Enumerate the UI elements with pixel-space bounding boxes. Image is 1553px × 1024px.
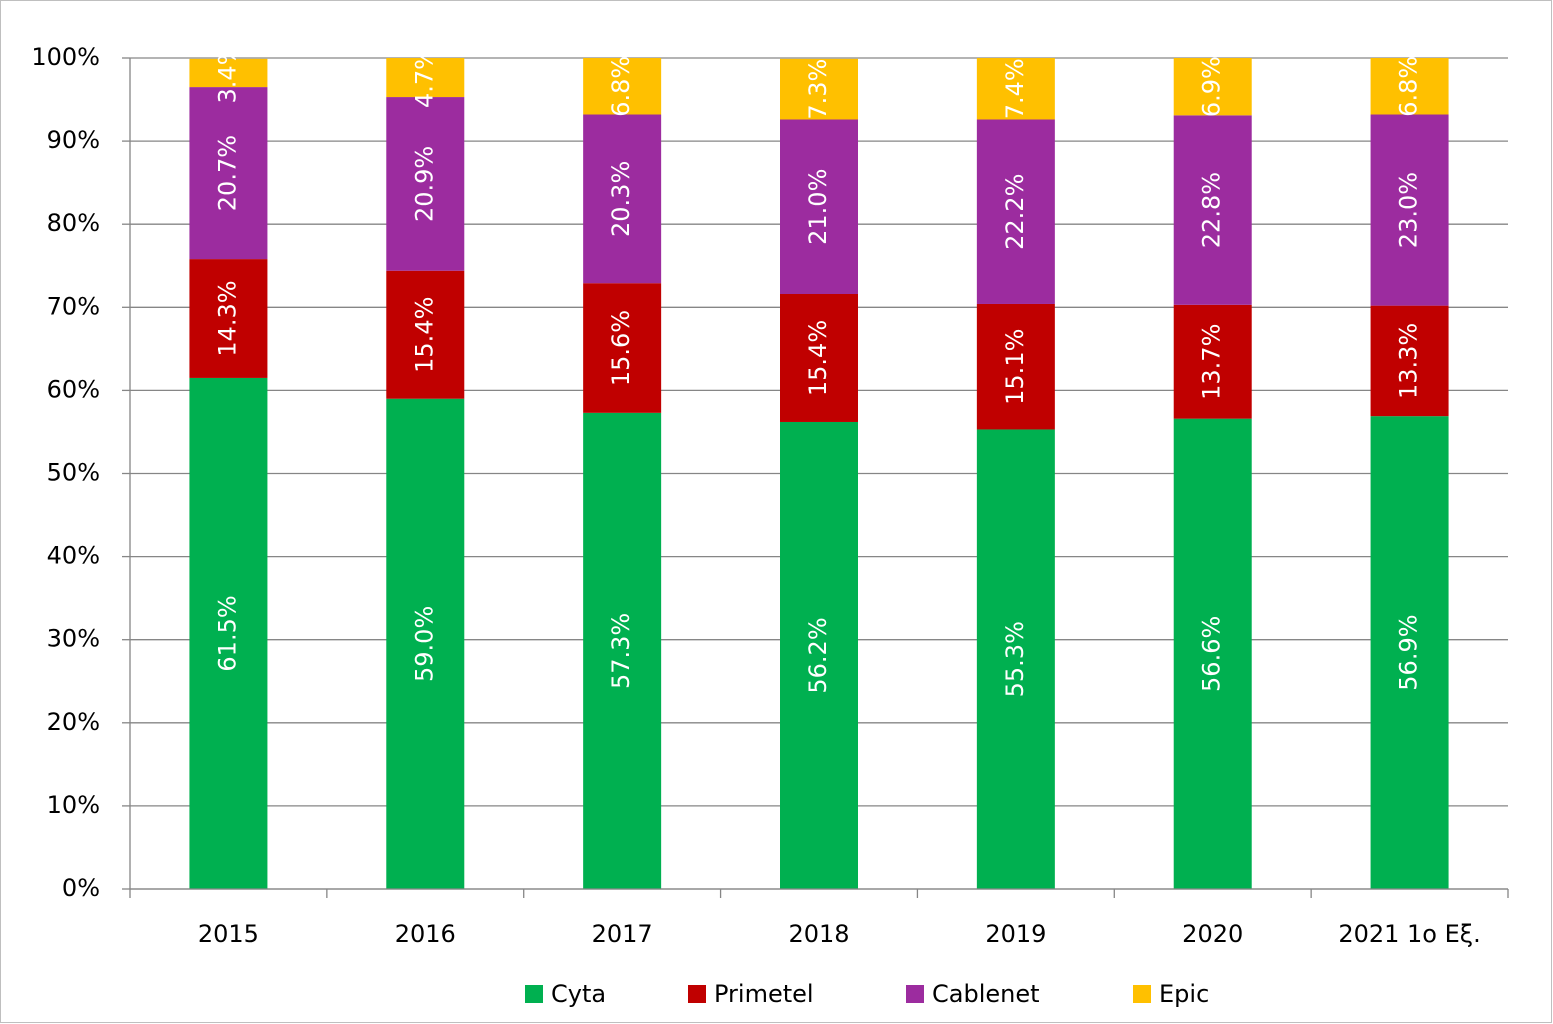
data-label: 13.7% (1198, 324, 1226, 400)
bar-segment (1370, 114, 1449, 306)
y-tick-label: 30% (47, 625, 100, 653)
y-tick-label: 0% (62, 874, 100, 902)
bar-segment (780, 58, 858, 120)
legend-swatch (688, 985, 706, 1003)
data-label: 20.3% (607, 161, 635, 237)
data-label: 22.8% (1198, 172, 1226, 248)
data-label: 61.5% (213, 595, 241, 671)
data-label: 56.6% (1198, 616, 1226, 692)
legend-swatch (906, 985, 924, 1003)
legend-label: Cablenet (932, 980, 1040, 1008)
x-tick-label: 2018 (788, 920, 849, 948)
bar-segment (1370, 58, 1449, 115)
bar-segment (583, 114, 662, 284)
y-tick-label: 100% (31, 43, 100, 71)
bar-segment (1370, 416, 1449, 889)
bar-segment (583, 283, 662, 413)
data-label: 55.3% (1001, 621, 1029, 697)
bar-segment (976, 119, 1055, 304)
bar-segment (1173, 418, 1252, 889)
bar-segment (189, 58, 268, 88)
bar-segment (780, 421, 858, 889)
bar-segment (189, 87, 268, 260)
data-label: 13.3% (1395, 323, 1423, 399)
legend-swatch (1133, 985, 1151, 1003)
data-label: 15.4% (804, 320, 832, 396)
legend-label: Primetel (714, 980, 814, 1008)
bar-segment (386, 270, 465, 399)
bar-segment (780, 119, 858, 295)
x-tick-label: 2021 1ο Εξ. (1338, 920, 1480, 948)
data-label: 22.2% (1001, 174, 1029, 250)
bar-segment (1173, 115, 1252, 305)
bar-segment (780, 294, 858, 422)
data-label: 6.9% (1198, 56, 1226, 117)
data-label: 6.8% (607, 56, 635, 117)
y-tick-label: 10% (47, 791, 100, 819)
bar-segment (386, 58, 465, 98)
bar-segment (189, 377, 268, 889)
legend-swatch (525, 985, 543, 1003)
bar-segment (386, 398, 465, 889)
bar-segment (189, 259, 268, 378)
data-label: 21.0% (804, 169, 832, 245)
data-label: 15.1% (1001, 329, 1029, 405)
data-label: 20.9% (410, 146, 438, 222)
y-tick-label: 80% (47, 209, 100, 237)
data-label: 56.2% (804, 617, 832, 693)
data-label: 3.4% (213, 42, 241, 103)
data-label: 15.6% (607, 310, 635, 386)
bar-segment (583, 58, 662, 115)
data-label: 59.0% (410, 606, 438, 682)
data-label: 6.8% (1395, 56, 1423, 117)
data-label: 20.7% (213, 135, 241, 211)
x-tick-label: 2017 (592, 920, 653, 948)
bar-segment (976, 429, 1055, 889)
x-tick-label: 2016 (395, 920, 456, 948)
data-label: 23.0% (1395, 172, 1423, 248)
x-tick-label: 2020 (1182, 920, 1243, 948)
y-tick-label: 50% (47, 459, 100, 487)
y-tick-label: 60% (47, 375, 100, 403)
y-tick-label: 20% (47, 708, 100, 736)
legend-label: Cyta (551, 980, 606, 1008)
bar-segment (583, 412, 662, 889)
y-tick-label: 40% (47, 542, 100, 570)
bar-segment (976, 58, 1055, 120)
data-label: 14.3% (213, 280, 241, 356)
x-tick-label: 2019 (985, 920, 1046, 948)
y-tick-label: 90% (47, 126, 100, 154)
bar-segment (386, 97, 465, 271)
x-tick-label: 2015 (198, 920, 259, 948)
bar-segment (1173, 304, 1252, 419)
data-label: 56.9% (1395, 614, 1423, 690)
data-label: 57.3% (607, 613, 635, 689)
legend-label: Epic (1159, 980, 1209, 1008)
data-label: 15.4% (410, 297, 438, 373)
y-tick-label: 70% (47, 292, 100, 320)
bar-segment (1370, 305, 1449, 417)
data-label: 7.3% (804, 59, 832, 120)
data-label: 4.7% (410, 47, 438, 108)
bar-segment (1173, 58, 1252, 116)
bar-segment (976, 303, 1055, 430)
data-label: 7.4% (1001, 58, 1029, 119)
